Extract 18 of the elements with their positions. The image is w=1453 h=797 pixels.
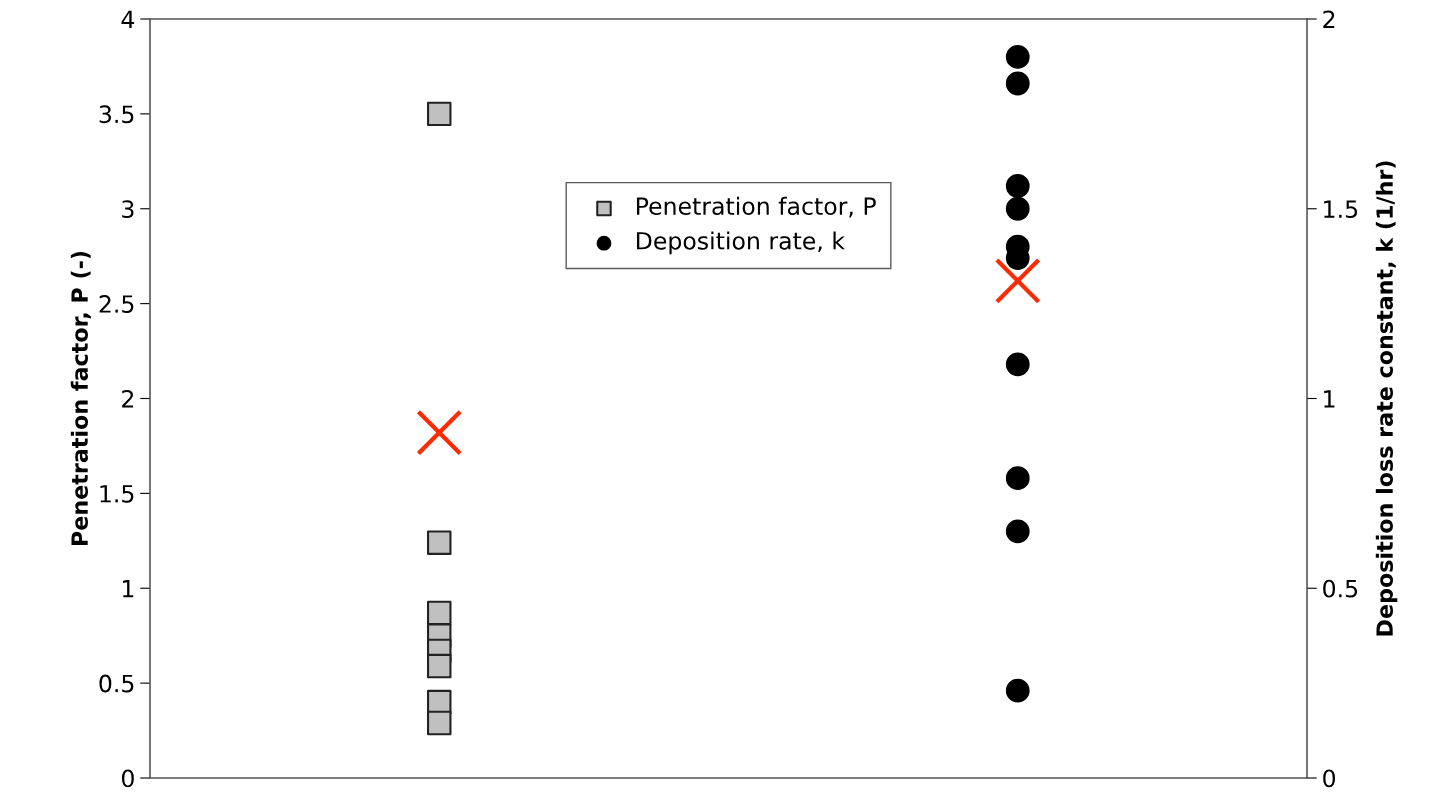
y2-tick-label: 1: [1324, 390, 1335, 408]
y-tick-label: 0.5: [99, 674, 134, 693]
y2-tick-label: 0.5: [1323, 579, 1358, 598]
legend-label: Deposition rate, k: [636, 231, 845, 255]
y-axis-title: Penetration factor, P (-): [70, 251, 91, 545]
y-tick-label: 2.5: [99, 295, 134, 313]
y-tick-label: 3.5: [99, 105, 134, 124]
y-tick-label: 3: [122, 200, 134, 219]
y2-tick-label: 2: [1323, 10, 1335, 28]
y2-axis-title: Deposition loss rate constant, k (1/hr): [1375, 161, 1398, 636]
y-tick-label: 0: [121, 769, 134, 788]
y-tick-label: 4: [121, 10, 135, 28]
y-tick-label: 1: [122, 580, 134, 598]
legend-label: Penetration factor, P: [636, 196, 876, 218]
y-tick-label: 1.5: [100, 485, 134, 503]
y2-tick-label: 0: [1323, 769, 1336, 788]
y2-tick-label: 1.5: [1324, 200, 1358, 219]
y-tick-label: 2: [122, 389, 134, 408]
